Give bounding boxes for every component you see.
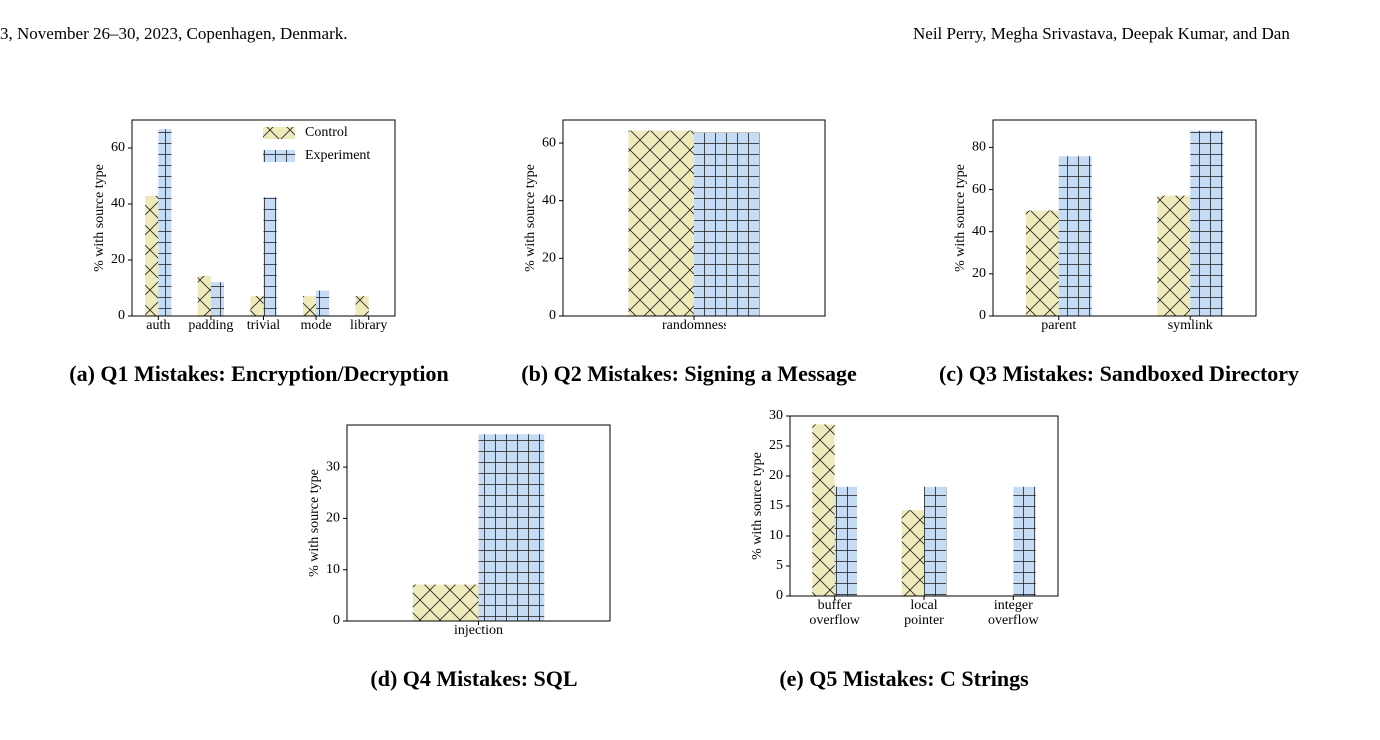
y-axis-label: % with source type — [523, 164, 538, 272]
x-tick-label-box: parent — [1041, 318, 1077, 333]
caption: (e) Q5 Mistakes: C Strings — [779, 666, 1029, 691]
bar — [834, 486, 857, 596]
axes-frame — [131, 119, 396, 317]
y-tick-label: 10 — [769, 528, 783, 543]
bar — [901, 510, 924, 596]
bar — [412, 584, 479, 621]
x-tick-label-box: symlink — [1167, 318, 1213, 333]
x-tick-label-box: randomness — [662, 318, 726, 333]
y-tick-label: 20 — [972, 266, 986, 281]
y-tick-label: 40 — [972, 224, 986, 239]
y-tick-label: 40 — [111, 196, 125, 211]
bar — [158, 129, 172, 316]
bar — [924, 486, 947, 596]
y-tick-label: 40 — [542, 193, 556, 208]
legend-swatch — [263, 150, 295, 162]
y-tick-label: 30 — [326, 459, 340, 474]
x-tick-label-box: integer overflow — [988, 598, 1039, 628]
x-tick-label: integer overflow — [988, 598, 1039, 628]
x-tick-label-box: injection — [454, 623, 503, 638]
x-tick-label-box: library — [350, 318, 388, 333]
x-tick-label: buffer overflow — [809, 598, 860, 628]
y-tick-label: 10 — [326, 562, 340, 577]
caption: (d) Q4 Mistakes: SQL — [370, 666, 577, 691]
x-tick-label: mode — [300, 318, 332, 333]
x-tick-label-box: local pointer — [904, 598, 944, 628]
x-tick-label: trivial — [246, 318, 281, 333]
y-axis-label: % with source type — [750, 452, 765, 560]
bar — [1058, 156, 1092, 316]
x-tick-label-box: mode — [300, 318, 332, 333]
y-tick-label: 0 — [776, 588, 783, 603]
axes-frame — [992, 119, 1257, 317]
header-left: 3, November 26–30, 2023, Copenhagen, Den… — [0, 24, 347, 43]
y-tick-label: 0 — [549, 308, 556, 323]
y-tick-label: 60 — [972, 182, 986, 197]
bar — [145, 195, 159, 316]
bar — [316, 290, 330, 316]
bar — [1157, 195, 1191, 316]
x-tick-label: injection — [454, 623, 503, 638]
x-tick-label: auth — [146, 318, 171, 333]
legend-label: Control — [305, 125, 348, 140]
y-tick-label: 80 — [972, 140, 986, 155]
axes-frame — [562, 119, 826, 317]
y-tick-label: 30 — [769, 408, 783, 423]
bar — [694, 132, 760, 316]
bar — [478, 434, 545, 621]
x-tick-label: padding — [188, 318, 234, 333]
caption: (b) Q2 Mistakes: Signing a Message — [521, 361, 857, 386]
x-tick-label: library — [350, 318, 388, 333]
x-tick-label-box: buffer overflow — [809, 598, 860, 628]
bar — [197, 275, 211, 316]
bar — [1013, 486, 1036, 596]
y-axis-label: % with source type — [307, 469, 322, 577]
y-tick-label: 0 — [118, 308, 125, 323]
y-axis-label: % with source type — [92, 164, 107, 272]
x-tick-label: local pointer — [904, 598, 944, 628]
x-tick-label-box: auth — [146, 318, 171, 333]
caption: (a) Q1 Mistakes: Encryption/Decryption — [69, 361, 448, 386]
bar — [250, 296, 264, 316]
y-tick-label: 15 — [769, 498, 783, 513]
header-right: Neil Perry, Megha Srivastava, Deepak Kum… — [913, 24, 1290, 43]
legend-label: Experiment — [305, 148, 370, 163]
bar — [263, 197, 277, 316]
x-tick-label: parent — [1041, 318, 1077, 333]
x-tick-label-box: trivial — [246, 318, 281, 333]
x-tick-label-box: padding — [188, 318, 234, 333]
bar — [210, 282, 225, 316]
y-tick-label: 25 — [769, 438, 783, 453]
axes-frame — [789, 415, 1059, 597]
y-tick-label: 20 — [542, 251, 556, 266]
bar — [628, 130, 694, 316]
bar — [302, 296, 317, 316]
bar — [1025, 210, 1059, 316]
bar — [1190, 130, 1224, 316]
y-tick-label: 20 — [769, 468, 783, 483]
y-tick-label: 60 — [542, 135, 556, 150]
x-tick-label: symlink — [1167, 318, 1213, 333]
y-tick-label: 5 — [776, 558, 783, 573]
legend-swatch — [263, 127, 295, 139]
y-tick-label: 0 — [333, 613, 340, 628]
caption: (c) Q3 Mistakes: Sandboxed Directory — [939, 361, 1299, 386]
y-tick-label: 0 — [979, 308, 986, 323]
y-tick-label: 20 — [111, 252, 125, 267]
x-tick-label: randomness — [662, 318, 726, 333]
y-tick-label: 20 — [326, 511, 340, 526]
axes-frame — [346, 424, 611, 622]
y-axis-label: % with source type — [953, 164, 968, 272]
y-tick-label: 60 — [111, 140, 125, 155]
bar — [812, 424, 835, 596]
bar — [355, 296, 369, 316]
